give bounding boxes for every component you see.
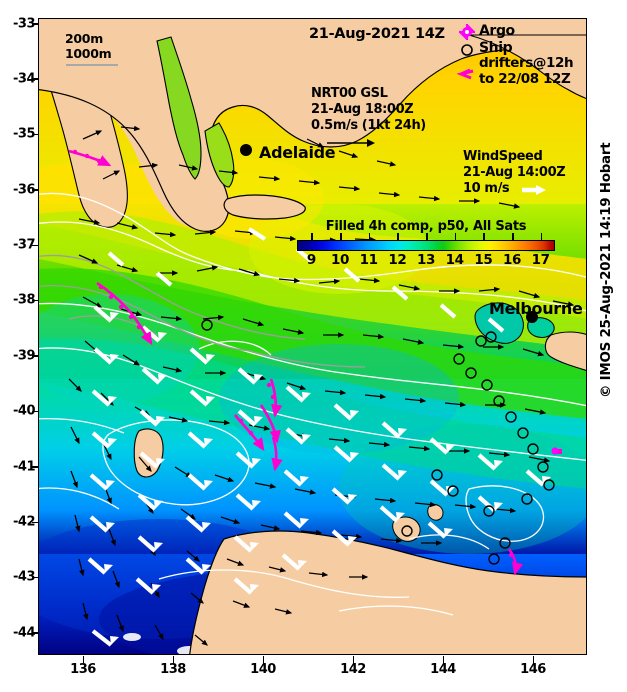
x-tick-label: 140 [250,662,276,677]
argo-legend-label: Argo [479,23,515,39]
figure-date-label: 21-Aug-2021 14Z [309,26,445,42]
wind-legend-line2: 21-Aug 14:00Z [463,165,566,180]
colorbar-tick-label: 9 [306,252,316,268]
x-tick-mark [442,656,444,663]
current-legend-line3: 0.5m/s (1kt 24h) [311,118,426,133]
colorbar-tick-label: 14 [445,252,464,268]
depth-label-1000m: 1000m [65,46,112,61]
x-tick-label: 136 [70,662,96,677]
x-tick-mark [82,656,84,663]
copyright-label: © IMOS 25-Aug-2021 14:19 Hobart [598,142,614,398]
ship-observations [201,319,555,565]
x-tick-mark [352,656,354,663]
colorbar-tick-mark [368,233,371,240]
marker-legend: Argo Ship drifters@12h to 22/08 12Z [455,23,586,89]
y-tick-mark [32,189,39,191]
y-tick-mark [32,299,39,302]
colorbar-tick-label: 12 [388,252,407,268]
colorbar-tick-mark [311,233,313,240]
y-tick-label: -38 [13,292,36,308]
melbourne-dot [526,311,538,323]
y-tick-mark [32,244,39,247]
argo-icon [459,24,475,40]
drifter-legend-line1: drifters@12h [479,55,574,71]
colorbar-tick-mark [483,233,485,240]
wind-legend-line3: 10 m/s [463,181,510,196]
y-tick-label: -41 [13,459,36,475]
colorbar-title: Filled 4h comp, p50, All Sats [325,219,527,234]
colorbar-tick-mark [540,233,543,240]
current-legend-line2: 21-Aug 18:00Z [311,102,414,117]
y-tick-mark [32,410,39,413]
y-tick-mark [32,466,39,468]
current-reference-legend: NRT00 GSL 21-Aug 18:00Z 0.5m/s (1kt 24h) [311,86,426,150]
x-tick-label: 144 [430,662,456,677]
colorbar-tick-label: 10 [331,252,349,268]
colorbar-tick-mark [397,233,399,240]
ship-icon [461,44,473,56]
current-reference-arrow [327,139,375,147]
map-plot-area[interactable]: 200m 1000m 21-Aug-2021 14Z Argo [38,18,587,655]
ship-legend-label: Ship [479,40,513,56]
depth-1000m-sample-line [66,64,118,66]
y-tick-label: -42 [13,514,36,530]
y-tick-label: -36 [13,182,36,198]
colorbar: Filled 4h comp, p50, All Sats 9 10 11 12 13 1… [292,219,560,271]
current-legend-line1: NRT00 GSL [311,86,388,101]
y-tick-label: -37 [13,237,36,253]
y-tick-label: -44 [13,625,36,641]
colorbar-tick-mark [340,233,342,240]
colorbar-tick-mark [512,233,514,240]
y-tick-label: -35 [13,126,36,142]
colorbar-tick-label: 17 [531,252,550,268]
x-tick-mark [172,656,174,663]
y-tick-label: -34 [13,71,36,87]
wind-reference-legend: WindSpeed 21-Aug 14:00Z 10 m/s [463,149,566,197]
y-tick-mark [32,521,39,524]
x-tick-label: 138 [160,662,186,677]
colorbar-tick-label: 13 [417,252,435,268]
y-tick-label: -43 [13,569,36,585]
colorbar-gradient [297,240,555,251]
wind-vector-heads [104,312,551,645]
y-tick-mark [32,78,39,80]
y-tick-mark [32,23,39,25]
city-label-adelaide: Adelaide [259,143,336,162]
y-tick-label: -39 [13,348,36,364]
colorbar-tick-label: 11 [359,252,378,268]
y-tick-label: -40 [13,403,36,419]
y-tick-mark [32,133,39,136]
y-tick-mark [32,632,39,634]
colorbar-tick-mark [454,233,457,240]
y-tick-label: -33 [13,16,36,32]
y-tick-mark [32,576,39,579]
city-label-melbourne: Melbourne [489,299,583,318]
wind-legend-line3-row: 10 m/s [463,181,565,197]
x-tick-label: 146 [520,662,546,677]
colorbar-tick-label: 15 [474,252,493,268]
wind-legend-line1: WindSpeed [463,149,543,164]
colorbar-tick-mark [426,233,428,240]
map-canvas [39,19,586,654]
drifter-track-dots [72,149,562,558]
drifter-legend-line2: to 22/08 12Z [479,71,571,87]
x-tick-label: 142 [340,662,366,677]
y-tick-mark [32,355,39,357]
wind-reference-arrow [522,185,546,195]
depth-label-200m: 200m [65,31,103,46]
adelaide-dot [240,144,252,156]
drifter-arrow-icon [457,68,474,80]
wind-vectors [87,227,545,647]
colorbar-tick-label: 16 [503,252,521,268]
x-tick-mark [262,656,264,663]
argo-floats [551,447,559,455]
x-tick-mark [532,656,534,663]
